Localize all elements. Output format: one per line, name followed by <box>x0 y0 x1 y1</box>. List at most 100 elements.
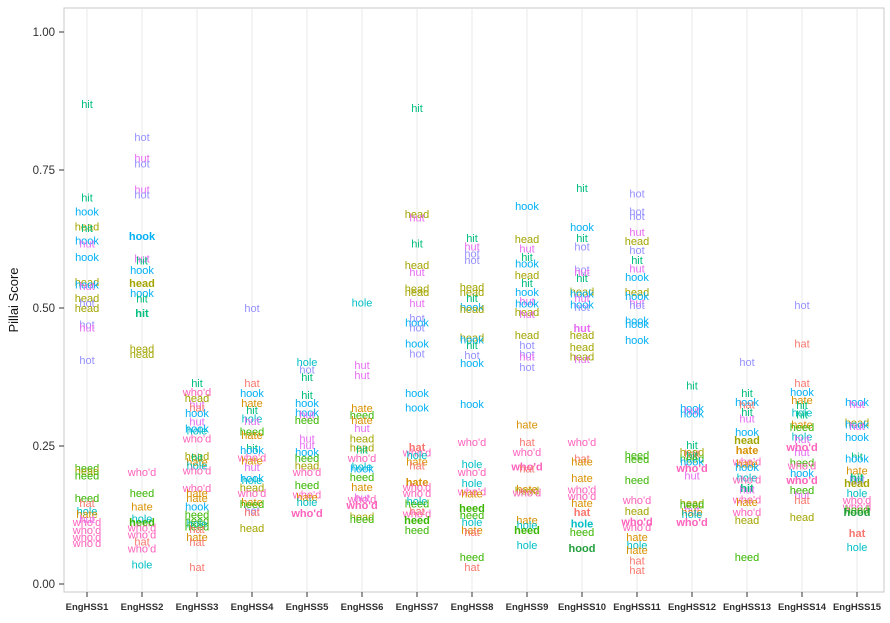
data-point-label: hut <box>849 399 864 411</box>
y-tick-label: 0.75 <box>33 165 55 177</box>
data-point-label: who'd <box>347 453 376 465</box>
data-point-label: hat <box>409 506 424 518</box>
data-point-label: head <box>460 282 484 294</box>
data-point-label: hot <box>849 475 864 487</box>
data-point-label: who'd <box>182 387 211 399</box>
data-point-label: hate <box>406 477 429 489</box>
data-point-label: who'd <box>182 465 211 477</box>
data-point-label: hook <box>405 317 429 329</box>
data-point-label: hook <box>735 462 759 474</box>
data-point-label: hole <box>517 540 538 552</box>
data-point-label: hit <box>81 99 93 111</box>
data-point-label: head <box>350 443 374 455</box>
data-point-label: head <box>75 277 99 289</box>
data-point-label: hook <box>350 464 374 476</box>
data-point-label: who'd <box>732 456 761 468</box>
data-point-label: hot <box>629 245 644 257</box>
data-point-label: hook <box>845 419 869 431</box>
data-point-label: hook <box>460 358 484 370</box>
x-tick-label-EngHSS9: EngHSS9 <box>506 602 549 613</box>
data-point-label: hole <box>682 509 703 521</box>
data-point-label: hole <box>407 450 428 462</box>
x-tick-label-EngHSS11: EngHSS11 <box>613 602 661 613</box>
data-point-label: hook <box>130 265 154 277</box>
data-point-label: hook <box>75 236 99 248</box>
data-point-label: hat <box>189 537 204 549</box>
data-point-label: hole <box>132 513 153 525</box>
data-point-label: head <box>570 286 594 298</box>
data-point-label: hook <box>295 398 319 410</box>
data-point-label: hole <box>352 461 373 473</box>
data-point-label: hat <box>134 536 149 548</box>
data-point-label: heed <box>185 516 209 528</box>
data-point-label: who'd <box>345 500 377 512</box>
data-point-label: head <box>75 221 99 233</box>
data-point-label: hook <box>405 338 429 350</box>
data-point-label: heed <box>625 450 649 462</box>
data-point-label: hole <box>462 459 483 471</box>
data-point-label: hot <box>244 303 259 315</box>
data-point-label: hut <box>299 433 314 445</box>
data-point-label: who'd <box>567 491 596 503</box>
data-point-label: who'd <box>292 490 321 502</box>
data-point-label: who'd <box>127 523 156 535</box>
data-point-label: who'd <box>787 460 816 472</box>
data-point-label: head <box>680 498 704 510</box>
data-point-label: head <box>129 278 155 290</box>
data-point-label: hit <box>521 252 533 264</box>
data-point-label: head <box>130 349 154 361</box>
data-point-label: hate <box>736 459 757 471</box>
x-tick-label-EngHSS15: EngHSS15 <box>833 602 882 613</box>
data-point-label: hook <box>130 288 154 300</box>
data-point-label: hat <box>519 437 534 449</box>
data-point-label: hot <box>299 364 314 376</box>
data-point-label: hut <box>739 485 754 497</box>
data-point-label: head <box>460 304 484 316</box>
data-point-label: head <box>460 332 484 344</box>
data-point-label: head <box>185 393 209 405</box>
data-point-label: hook <box>735 427 759 439</box>
data-point-label: who'd <box>290 508 322 520</box>
data-point-label: who'd <box>675 463 707 475</box>
data-point-label: who'd <box>622 522 651 534</box>
data-point-label: hook <box>240 445 264 457</box>
data-point-label: head <box>515 307 539 319</box>
data-point-label: head <box>680 447 704 459</box>
x-tick-label-EngHSS4: EngHSS4 <box>231 602 274 613</box>
data-point-label: head <box>515 270 539 282</box>
data-point-label: hut <box>409 267 424 279</box>
data-point-label: hat <box>189 402 204 414</box>
data-point-label: hat <box>244 507 259 519</box>
data-point-label: hate <box>571 456 592 468</box>
data-point-label: hook <box>790 468 814 480</box>
data-point-label: hit <box>246 405 258 417</box>
data-point-label: heed <box>295 453 319 465</box>
data-point-label: who'd <box>785 442 817 454</box>
data-point-label: hole <box>352 297 373 309</box>
data-point-label: hook <box>75 279 99 291</box>
data-point-label: hate <box>571 498 592 510</box>
data-point-label: heed <box>405 525 429 537</box>
y-tick-label: 0.50 <box>33 303 55 315</box>
data-point-label: hook <box>515 287 539 299</box>
data-point-label: who'd <box>512 447 541 459</box>
data-point-label: hit <box>631 255 643 267</box>
data-point-label: heed <box>350 514 374 526</box>
data-point-label: hot <box>519 349 534 361</box>
data-point-label: hook <box>680 403 704 415</box>
data-point-label: hate <box>516 484 537 496</box>
data-point-label: hot <box>574 264 589 276</box>
data-point-label: hat <box>189 562 204 574</box>
data-point-label: hit <box>136 256 148 268</box>
data-point-label: hat <box>574 454 589 466</box>
data-point-label: heed <box>350 410 374 422</box>
data-point-label: hot <box>519 340 534 352</box>
data-point-label: hate <box>131 502 152 514</box>
data-point-label: hat <box>464 562 479 574</box>
data-point-label: heed <box>790 422 814 434</box>
data-point-label: hate <box>681 507 702 519</box>
data-point-label: hut <box>574 293 589 305</box>
data-point-label: hole <box>77 506 98 518</box>
